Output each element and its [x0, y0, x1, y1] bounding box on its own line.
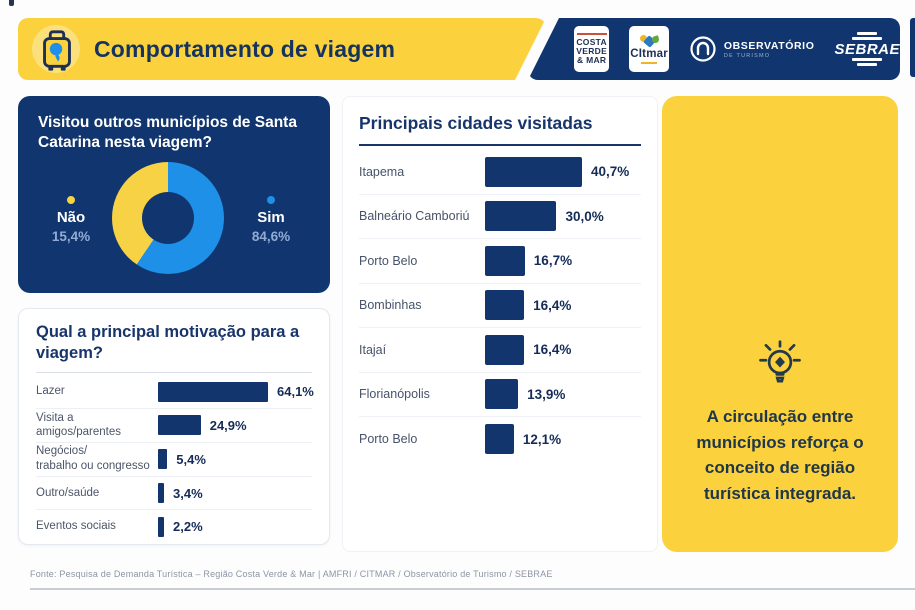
source-note: Fonte: Pesquisa de Demanda Turística – R…: [30, 569, 553, 579]
bar: [485, 334, 525, 365]
legend-label: Sim: [257, 209, 285, 226]
bar-label: Outro/saúde: [36, 486, 100, 499]
bar-row: Itajaí 16,4%: [359, 328, 641, 373]
bar-row: Outro/saúde 3,4%: [36, 477, 312, 511]
motivation-chart-card: Qual a principal motivação para a viagem…: [18, 308, 330, 545]
motivation-chart-rows: Lazer 64,1% Visita a amigos/parentes 24,9% Ne…: [36, 375, 314, 543]
bar-label: Negócios/trabalho ou congresso: [36, 445, 150, 473]
cities-chart-card: Principais cidades visitadas Itapema 40,7…: [342, 96, 658, 552]
insight-card: A circulação entre municípios reforça o …: [662, 96, 898, 552]
bar-value: 40,7%: [591, 164, 630, 180]
bar-label: Porto Belo: [359, 432, 418, 447]
donut-chart-title: Visitou outros municípios de Santa Catar…: [38, 114, 297, 152]
bar-label: Florianópolis: [359, 387, 430, 402]
divider: [36, 372, 312, 374]
cities-chart-title: Principais cidades visitadas: [359, 113, 593, 133]
sebrae-stripe: [852, 37, 883, 40]
bar-value: 3,4%: [173, 485, 203, 501]
bar-row: Porto Belo 16,7%: [359, 239, 641, 284]
bar-row: Visita a amigos/parentes 24,9%: [36, 409, 312, 443]
bar-row: Eventos sociais 2,2%: [36, 510, 312, 543]
bar-label: Itajaí: [359, 342, 387, 357]
page-title: Comportamento de viagem: [94, 35, 396, 62]
bar-row: Itapema 40,7%: [359, 150, 641, 195]
footer-divider: [30, 588, 915, 590]
sebrae-logo: SEBRAE: [834, 31, 900, 66]
bar: [485, 245, 525, 276]
suitcase-icon: [32, 25, 80, 73]
legend-label: Não: [56, 209, 86, 226]
donut-chart-card: Visitou outros municípios de Santa Catar…: [18, 96, 330, 293]
bar-value: 12,1%: [522, 431, 562, 447]
observatorio-logo: OBSERVATÓRIO DE TURISMO: [689, 35, 815, 63]
bar-label: Lazer: [36, 385, 65, 398]
citmar-mark-icon: [638, 34, 660, 48]
legend-item-nao: Não 15,4%: [36, 196, 106, 244]
header-band: Comportamento de viagem: [18, 18, 546, 80]
crop-artifact-top-right: [910, 18, 915, 77]
bar-label: Bombinhas: [359, 298, 422, 313]
bar: [485, 424, 514, 455]
sebrae-stripe: [857, 32, 878, 35]
bar: [485, 290, 525, 321]
legend-marker-yellow: [67, 196, 75, 204]
bar-value: 2,2%: [173, 519, 203, 535]
observatorio-label: OBSERVATÓRIO: [723, 39, 815, 52]
legend-value: 15,4%: [51, 229, 91, 244]
costa-verde-mar-label: COSTA VERDE & MAR: [576, 36, 608, 66]
donut-chart: [112, 162, 224, 274]
costa-verde-mar-tagline: [576, 32, 607, 35]
observatorio-sublabel: DE TURISMO: [723, 52, 771, 59]
bar-value: 16,7%: [533, 253, 573, 269]
bar-label: Visita a amigos/parentes: [36, 411, 122, 439]
citmar-label: CItmar: [630, 48, 668, 60]
bar: [158, 516, 164, 537]
crop-artifact-top-left: [9, 0, 14, 6]
observatorio-icon: [690, 36, 716, 62]
sebrae-label: SEBRAE: [834, 40, 900, 58]
bar: [158, 483, 164, 504]
legend-item-sim: Sim 84,6%: [236, 196, 306, 244]
lightbulb-icon: [759, 340, 801, 383]
bar: [485, 201, 557, 232]
legend-value: 84,6%: [251, 229, 291, 244]
sebrae-stripe: [852, 58, 883, 61]
bar-label: Porto Belo: [359, 253, 418, 268]
cities-chart-rows: Itapema 40,7% Balneário Camboriú 30,0% Porto…: [359, 150, 641, 462]
bar-row: Porto Belo 12,1%: [359, 417, 641, 462]
sebrae-stripe: [857, 63, 878, 66]
bar-value: 16,4%: [533, 297, 572, 313]
bar-row: Bombinhas 16,4%: [359, 284, 641, 328]
bar: [158, 449, 168, 470]
bar-row: Negócios/trabalho ou congresso 5,4%: [36, 443, 312, 477]
bar: [158, 415, 201, 436]
bar-value: 16,4%: [533, 342, 572, 358]
bar-row: Florianópolis 13,9%: [359, 373, 641, 417]
bar-value: 5,4%: [176, 451, 206, 467]
bar-value: 64,1%: [277, 384, 314, 400]
bar: [485, 379, 519, 410]
citmar-logo: CItmar: [629, 26, 669, 72]
bar-row: Balneário Camboriú 30,0%: [359, 195, 641, 239]
bar-value: 13,9%: [527, 386, 566, 402]
bar-row: Lazer 64,1%: [36, 375, 314, 410]
title-underline: [359, 144, 641, 146]
bar-label: Itapema: [359, 164, 405, 179]
bar: [485, 156, 582, 187]
insight-text: A circulação entre municípios reforça o …: [696, 407, 864, 503]
legend-marker-blue: [267, 196, 275, 204]
bar-label: Balneário Camboriú: [359, 209, 470, 224]
bar-value: 30,0%: [565, 208, 604, 224]
header-logo-block: COSTA VERDE & MAR CItmar OBSERVATÓRIO DE…: [528, 18, 900, 80]
citmar-tagline: [641, 62, 658, 64]
motivation-chart-title: Qual a principal motivação para a viagem…: [36, 323, 300, 362]
bar-value: 24,9%: [209, 417, 247, 433]
bar: [158, 381, 268, 402]
costa-verde-mar-logo: COSTA VERDE & MAR: [574, 26, 610, 72]
bar-label: Eventos sociais: [36, 520, 116, 533]
